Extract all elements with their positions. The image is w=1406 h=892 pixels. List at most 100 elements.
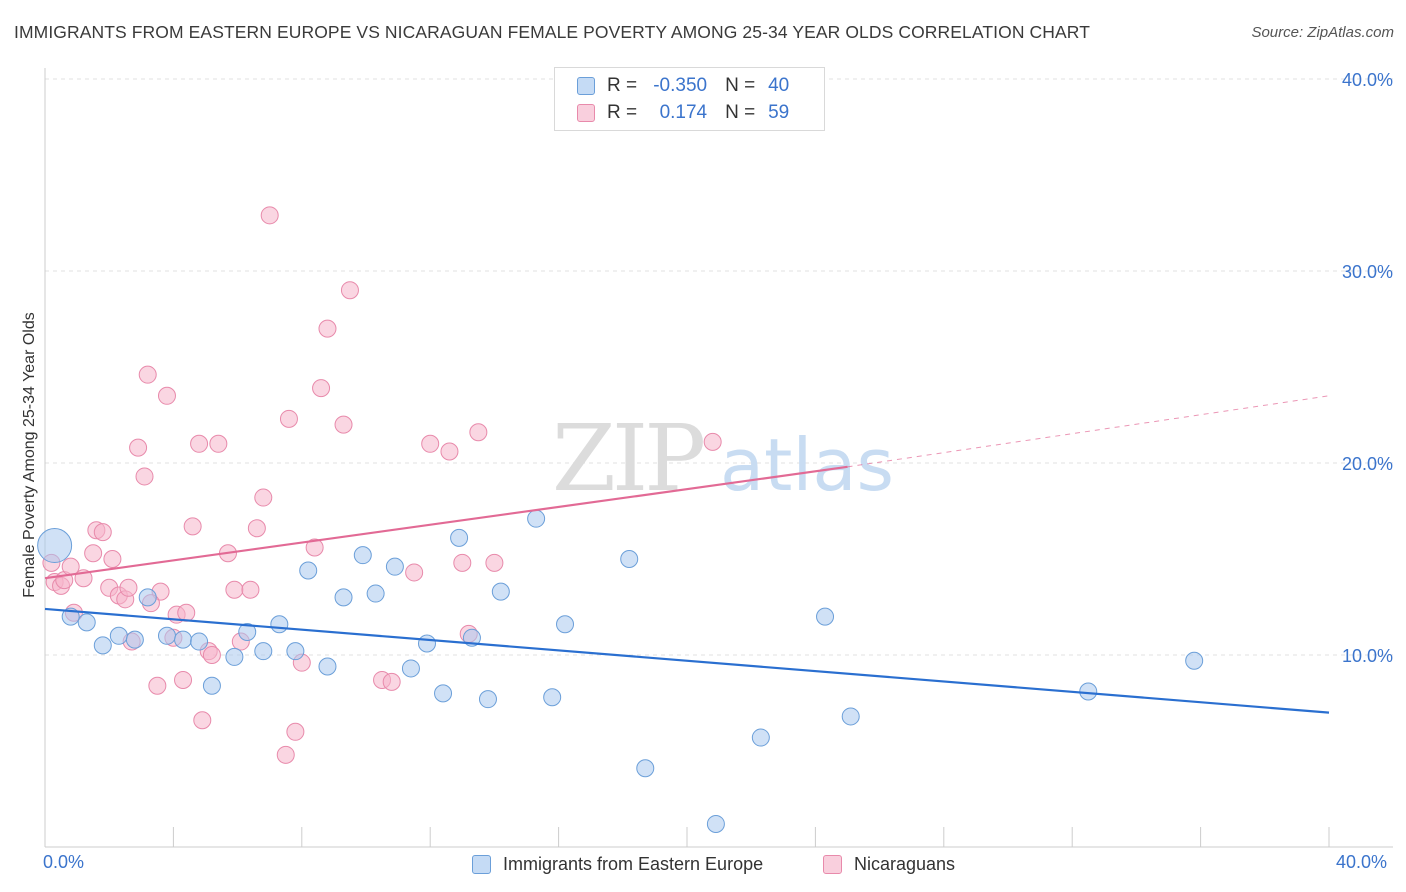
y-tick-label: 10.0% (1342, 646, 1393, 666)
nicaraguans-point (225, 580, 244, 599)
watermark-atlas: atlas (720, 423, 894, 507)
legend-r-value: 0.174 (659, 102, 708, 123)
bottom-legend-nicaraguans: Nicaraguans (823, 852, 955, 876)
nicaraguans-trendline (44, 465, 848, 580)
legend-r-value: -0.350 (653, 75, 708, 96)
eastern-europe-point (270, 615, 289, 634)
eastern-europe-point (450, 528, 469, 547)
eastern-europe-point (841, 707, 860, 726)
nicaraguans-point (93, 523, 112, 542)
y-tick-label: 20.0% (1342, 454, 1393, 474)
eastern-europe-point (1185, 651, 1204, 670)
eastern-europe-point (543, 688, 562, 707)
nicaraguans-point (190, 434, 209, 453)
nicaraguans-point (453, 553, 472, 572)
y-tick-label: 40.0% (1342, 70, 1393, 90)
nicaraguans-point (254, 488, 273, 507)
eastern-europe-point (286, 642, 305, 661)
nicaraguans-point (703, 432, 722, 451)
x-tick-max: 40.0% (1336, 852, 1388, 872)
legend-row-eastern-europe: R = -0.350 N = 40 (577, 74, 789, 98)
nicaraguans-point (177, 603, 196, 622)
nicaraguans-point (202, 646, 221, 664)
eastern-europe-point (125, 630, 144, 649)
bottom-legend-label-eastern-europe: Immigrants from Eastern Europe (503, 853, 764, 874)
nicaraguans-point (405, 563, 424, 582)
legend-swatch-pink (577, 104, 595, 122)
nicaraguans-point (286, 722, 305, 741)
legend-r-label: R = (607, 75, 638, 96)
legend-n-label: N = (725, 102, 756, 123)
eastern-europe-point (138, 588, 157, 607)
y-tick-label: 30.0% (1342, 262, 1393, 282)
eastern-europe-point (751, 728, 770, 747)
eastern-europe-point (353, 546, 372, 565)
eastern-europe-point (366, 584, 385, 603)
eastern-europe-point (174, 630, 193, 649)
eastern-europe-point (636, 759, 655, 778)
eastern-europe-point (385, 557, 404, 576)
eastern-europe-point (478, 690, 497, 709)
eastern-europe-point (334, 588, 353, 607)
nicaraguans-point (469, 423, 488, 442)
bottom-legend-label-nicaraguans: Nicaraguans (854, 853, 956, 874)
watermark-zip: ZIP (552, 405, 703, 512)
eastern-europe-point (77, 613, 96, 632)
nicaraguans-point (279, 409, 298, 428)
legend-n-value: 40 (768, 75, 790, 96)
nicaraguans-point (241, 580, 260, 599)
nicaraguans-point (382, 672, 401, 691)
nicaraguans-point (247, 519, 266, 538)
eastern-europe-point (225, 647, 244, 666)
nicaraguans-point (103, 550, 122, 568)
eastern-europe-point (254, 642, 273, 661)
legend-n-value: 59 (768, 102, 790, 123)
legend-r-label: R = (607, 102, 638, 123)
nicaraguans-point (183, 517, 202, 536)
eastern-europe-point (202, 676, 221, 695)
nicaraguans-point (440, 442, 459, 461)
bottom-legend-swatch-blue (472, 854, 491, 874)
nicaraguans-point (276, 745, 295, 764)
nicaraguans-trendline-extension (847, 395, 1330, 468)
eastern-europe-point (434, 684, 453, 703)
legend-swatch-blue (577, 77, 595, 95)
eastern-europe-point (401, 659, 420, 678)
eastern-europe-point (491, 582, 510, 601)
eastern-europe-point (238, 622, 257, 641)
nicaraguans-point (193, 711, 212, 730)
nicaraguans-point (119, 578, 138, 597)
eastern-europe-point (299, 561, 318, 580)
nicaraguans-point (148, 676, 167, 695)
eastern-europe-point (556, 615, 575, 634)
nicaraguans-point (260, 206, 279, 225)
nicaraguans-point (135, 467, 154, 486)
nicaraguans-point (318, 319, 337, 338)
eastern-europe-point (157, 626, 176, 645)
nicaraguans-point (138, 365, 157, 384)
nicaraguans-point (84, 544, 103, 563)
nicaraguans-point (129, 438, 148, 457)
nicaraguans-point (174, 670, 193, 689)
x-tick-min: 0.0% (43, 852, 85, 872)
nicaraguans-point (485, 553, 504, 572)
eastern-europe-point (620, 550, 639, 568)
correlation-legend: R = -0.350 N = 40 R = 0.174 N = 59 (554, 67, 825, 131)
eastern-europe-point (318, 657, 337, 676)
eastern-europe-point (109, 626, 128, 645)
chart-title: IMMIGRANTS FROM EASTERN EUROPE VS NICARA… (14, 22, 1090, 42)
eastern-europe-trendline (44, 607, 1330, 714)
nicaraguans-point (334, 415, 353, 434)
nicaraguans-point (340, 281, 359, 300)
nicaraguans-point (157, 386, 176, 405)
eastern-europe-point (527, 509, 546, 528)
nicaraguans-point (305, 538, 324, 557)
nicaraguans-point (312, 379, 331, 398)
eastern-europe-point (93, 636, 112, 655)
legend-row-nicaraguans: R = 0.174 N = 59 (577, 101, 789, 125)
eastern-europe-point (37, 528, 73, 564)
eastern-europe-point (816, 607, 835, 626)
eastern-europe-point (417, 634, 436, 653)
nicaraguans-point (421, 434, 440, 453)
eastern-europe-point (190, 632, 209, 651)
